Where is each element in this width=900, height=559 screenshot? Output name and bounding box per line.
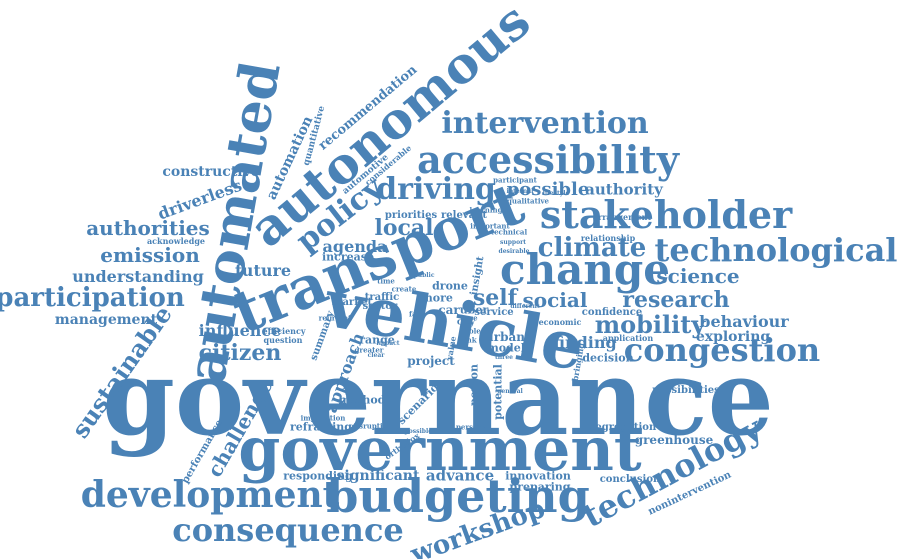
word-finding: finding (553, 333, 617, 352)
word-case: case (460, 313, 478, 323)
word-qualitative: qualitative (506, 196, 550, 206)
word-fair: fair (409, 309, 423, 319)
word-internal: internal (506, 188, 534, 195)
word-self: self (472, 285, 518, 311)
word-car: car (438, 303, 460, 317)
word-research: research (622, 287, 730, 313)
word-traffic: traffic (364, 292, 400, 303)
word-increase: increase (322, 250, 374, 264)
word-influence: influence (198, 321, 282, 340)
word-consequence: consequence (172, 511, 404, 549)
word-reinvent: reinvent (318, 313, 352, 323)
word-application: application (602, 333, 654, 343)
word-citizen: citizen (198, 340, 282, 366)
word-social: social (522, 288, 588, 312)
word-development: development (80, 474, 340, 516)
word-implication: implication (300, 413, 346, 423)
word-possible: possible (506, 179, 590, 200)
word-range: range (359, 333, 395, 347)
word-person: person (467, 363, 481, 407)
word-budgeting: budgeting (326, 469, 590, 523)
word-technical: technical (490, 227, 528, 237)
word-science: science (656, 264, 740, 288)
word-general: general (497, 388, 523, 395)
word-clear: clear (367, 352, 385, 359)
word-acknowledge: acknowledge (146, 236, 206, 246)
word-role: role (465, 326, 481, 336)
word-personal: personal (456, 422, 490, 432)
word-management: management (54, 312, 158, 328)
word-reframing: reframing (290, 420, 352, 434)
word-greenhouse: greenhouse (634, 433, 714, 447)
word-intervention: intervention (441, 106, 649, 141)
word-relationship: relationship (580, 233, 636, 243)
word-segregation: segregation (589, 422, 657, 433)
word-efficiency: efficiency (262, 326, 306, 336)
word-desirable: desirable (498, 248, 530, 255)
word-accessibility: accessibility (417, 137, 679, 182)
word-behaviour: behaviour (699, 312, 789, 331)
word-support: support (499, 239, 527, 246)
word-innovation: innovation (505, 469, 571, 483)
word-participation: participation (0, 283, 185, 313)
word-impossible: impossible (395, 428, 433, 435)
word-three: three (495, 354, 513, 361)
word-advance: advance (425, 466, 495, 485)
word-decision: decision (582, 351, 634, 365)
word-climate: climate (537, 233, 647, 263)
word-responding: responding (283, 469, 353, 483)
word-lifestyle: lifestyle (542, 190, 570, 197)
word-agenda: agenda (322, 237, 388, 256)
word-congestion: congestion (623, 331, 821, 369)
word-city: city (456, 317, 476, 328)
word-driving: driving (376, 172, 496, 207)
word-authorities: authorities (86, 216, 210, 240)
word-market: market (331, 297, 373, 308)
word-impact: impact (376, 340, 400, 347)
word-urban: urban (485, 330, 525, 344)
word-uber: uber (459, 303, 489, 317)
word-government: government (238, 415, 642, 485)
word-confidence: confidence (581, 307, 643, 318)
word-significant: significant (336, 468, 420, 484)
word-participant: participant (493, 175, 537, 185)
word-important: important (470, 221, 510, 231)
word-create: create (391, 284, 417, 294)
word-model: model (487, 341, 525, 355)
word-conclusion: conclusion (599, 474, 661, 485)
word-emission: emission (100, 243, 200, 267)
word-relevant: relevant (441, 210, 487, 221)
word-stakeholder: stakeholder (539, 192, 793, 237)
word-disruption: disruption (351, 421, 393, 431)
word-understanding: understanding (72, 267, 204, 286)
word-different: different (510, 303, 540, 310)
word-future: future (234, 261, 292, 280)
word-public: public (413, 272, 435, 279)
word-project: project (407, 354, 455, 368)
word-local: local (374, 215, 434, 241)
word-possibilities: possibilities (652, 385, 720, 396)
word-more: more (421, 291, 453, 305)
word-learning: learning (469, 205, 503, 215)
word-change: change (500, 245, 670, 294)
word-sector: sector (362, 301, 398, 312)
word-exploring: exploring (695, 329, 771, 345)
word-arrangement: arrangement (592, 212, 652, 222)
word-preparing: preparing (509, 480, 571, 494)
word-mobility: mobility (594, 310, 706, 339)
word-service: service (474, 307, 514, 318)
word-question: question (263, 335, 303, 345)
word-authority: authority (585, 180, 663, 199)
word-technological: technological (654, 231, 898, 269)
word-time: time (377, 276, 395, 286)
word-constructive: constructive (162, 164, 260, 180)
word-method: method (338, 393, 386, 407)
word-governance: governance (102, 336, 774, 459)
word-greater: greater (354, 345, 384, 355)
word-economic: economic (538, 317, 582, 327)
word-link: link (461, 335, 477, 345)
word-drone: drone (432, 279, 468, 293)
word-priorities: priorities (384, 210, 438, 221)
